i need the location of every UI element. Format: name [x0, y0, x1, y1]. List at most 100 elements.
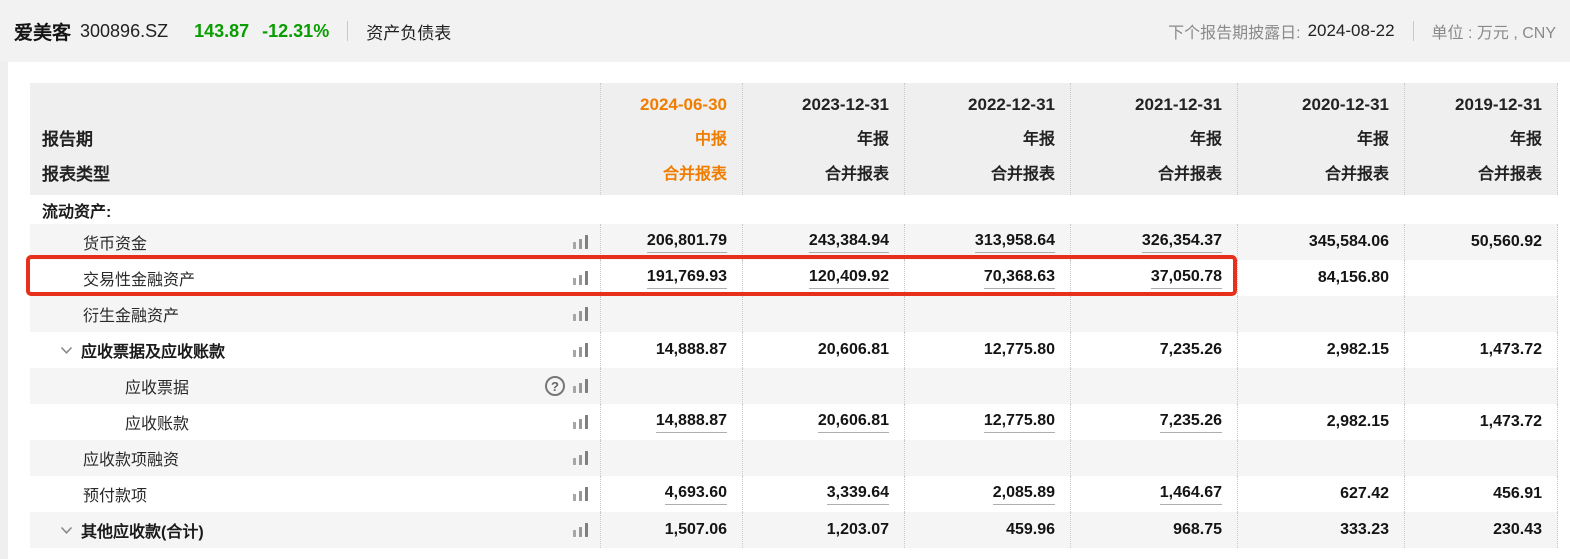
help-icon[interactable]: ?	[545, 376, 565, 396]
value-cell	[1237, 440, 1404, 476]
period-date: 2022-12-31	[968, 94, 1055, 114]
row-label: 其他应收款(合计)	[81, 524, 204, 541]
value-cell: 1,473.72	[1404, 404, 1558, 440]
tab-balance-sheet[interactable]: 资产负债表	[366, 23, 452, 43]
section-header-current-assets: 流动资产:	[42, 203, 112, 221]
report-type: 合并报表	[662, 165, 727, 183]
stock-code: 300896.SZ	[80, 20, 169, 41]
column-header-2023-12-31: 2023-12-31 年报 合并报表	[742, 83, 904, 195]
column-header-2024-06-30: 2024-06-30 中报 合并报表	[600, 83, 742, 195]
value-cell	[600, 368, 742, 404]
value-cell: 20,606.81	[742, 332, 904, 368]
value-cell[interactable]: 191,769.93	[600, 260, 742, 296]
stock-change-percent: -12.31%	[262, 20, 330, 41]
report-type: 合并报表	[824, 165, 889, 183]
value-cell: 456.91	[1404, 476, 1558, 512]
table-row: 应收票据?	[30, 368, 1558, 404]
table-row: 预付款项 4,693.60 3,339.64 2,085.89 1,464.67 627.…	[30, 476, 1558, 512]
column-header-2022-12-31: 2022-12-31 年报 合并报表	[904, 83, 1070, 195]
report-type: 合并报表	[990, 165, 1055, 183]
value-cell	[742, 368, 904, 404]
column-header-2020-12-31: 2020-12-31 年报 合并报表	[1237, 83, 1404, 195]
value-cell: 968.75	[1070, 512, 1237, 548]
value-cell	[742, 296, 904, 332]
row-label: 应收账款	[125, 416, 190, 433]
row-label-cell: 其他应收款(合计)	[30, 512, 600, 548]
table-row: 应收账款 14,888.87 20,606.81 12,775.80 7,235.26 2…	[30, 404, 1558, 440]
value-cell	[1404, 296, 1558, 332]
bar-chart-icon[interactable]	[573, 235, 588, 249]
bar-chart-icon[interactable]	[573, 523, 588, 537]
period-type: 年报	[1356, 130, 1389, 148]
period-type: 年报	[1509, 130, 1542, 148]
corner-label: 报表类型	[42, 164, 110, 184]
value-cell[interactable]: 70,368.63	[904, 260, 1070, 296]
chevron-down-icon[interactable]	[60, 526, 73, 535]
value-cell	[1070, 368, 1237, 404]
value-cell: 1,203.07	[742, 512, 904, 548]
value-cell[interactable]: 2,085.89	[904, 476, 1070, 512]
value-cell[interactable]: 7,235.26	[1070, 404, 1237, 440]
period-date: 2020-12-31	[1302, 94, 1389, 114]
row-label-cell: 应收票据及应收账款	[30, 332, 600, 368]
table-header: 报告期 报表类型 2024-06-30 中报 合并报表 2023-12-31 年报 合并报表 2…	[30, 83, 1558, 195]
bar-chart-icon[interactable]	[573, 415, 588, 429]
row-label-cell: 应收款项融资	[30, 440, 600, 476]
value-cell[interactable]: 4,693.60	[600, 476, 742, 512]
value-cell[interactable]: 206,801.79	[600, 224, 742, 260]
value-cell: 627.42	[1237, 476, 1404, 512]
table-row: 其他应收款(合计) 1,507.06 1,203.07 459.96 968.75 333…	[30, 512, 1558, 548]
value-cell: 2,982.15	[1237, 332, 1404, 368]
top-bar: 爱美客 300896.SZ 143.87 -12.31% 资产负债表 下个报告期…	[0, 0, 1570, 62]
row-label-cell: 衍生金融资产	[30, 296, 600, 332]
period-date: 2021-12-31	[1135, 94, 1222, 114]
row-label: 货币资金	[83, 236, 148, 253]
row-label-cell: 预付款项	[30, 476, 600, 512]
value-cell	[1237, 368, 1404, 404]
value-cell[interactable]: 313,958.64	[904, 224, 1070, 260]
bar-chart-icon[interactable]	[573, 307, 588, 321]
column-header-2019-12-31: 2019-12-31 年报合并报表	[1404, 83, 1558, 195]
bar-chart-icon[interactable]	[573, 487, 588, 501]
period-date: 2019-12-31	[1455, 94, 1542, 114]
report-type: 合并报表	[1477, 165, 1542, 183]
row-label: 预付款项	[83, 488, 148, 505]
unit-label: 单位 : 万元 , CNY	[1431, 25, 1556, 42]
value-cell: 333.23	[1237, 512, 1404, 548]
value-cell	[1404, 440, 1558, 476]
value-cell	[1070, 296, 1237, 332]
stock-name: 爱美客	[14, 22, 72, 44]
bar-chart-icon[interactable]	[573, 343, 588, 357]
period-type: 中报	[694, 130, 727, 148]
bar-chart-icon[interactable]	[573, 271, 588, 285]
value-cell	[600, 296, 742, 332]
bar-chart-icon[interactable]	[573, 379, 588, 393]
balance-sheet-card: 报告期 报表类型 2024-06-30 中报 合并报表 2023-12-31 年报 合并报表 2…	[8, 62, 1570, 559]
table-row: 衍生金融资产	[30, 296, 1558, 332]
value-cell	[904, 368, 1070, 404]
value-cell[interactable]: 120,409.92	[742, 260, 904, 296]
table-row: 货币资金 206,801.79 243,384.94 313,958.64 326,35…	[30, 224, 1558, 260]
value-cell: 50,560.92	[1404, 224, 1558, 260]
value-cell: 7,235.26	[1070, 332, 1237, 368]
value-cell[interactable]: 243,384.94	[742, 224, 904, 260]
row-label-cell: 应收账款	[30, 404, 600, 440]
bar-chart-icon[interactable]	[573, 451, 588, 465]
value-cell[interactable]: 37,050.78	[1070, 260, 1237, 296]
value-cell[interactable]: 1,464.67	[1070, 476, 1237, 512]
next-report-label: 下个报告期披露日:	[1168, 25, 1301, 42]
value-cell[interactable]: 12,775.80	[904, 404, 1070, 440]
chevron-down-icon[interactable]	[60, 346, 73, 355]
value-cell	[904, 440, 1070, 476]
corner-label: 报告期	[42, 129, 93, 149]
value-cell[interactable]: 3,339.64	[742, 476, 904, 512]
divider	[1412, 21, 1414, 41]
value-cell[interactable]: 326,354.37	[1070, 224, 1237, 260]
report-type: 合并报表	[1157, 165, 1222, 183]
value-cell: 84,156.80	[1237, 260, 1404, 296]
row-label-cell: 货币资金	[30, 224, 600, 260]
value-cell[interactable]: 14,888.87	[600, 404, 742, 440]
value-cell[interactable]: 20,606.81	[742, 404, 904, 440]
period-type: 年报	[856, 130, 889, 148]
row-label: 应收票据及应收账款	[81, 344, 226, 361]
